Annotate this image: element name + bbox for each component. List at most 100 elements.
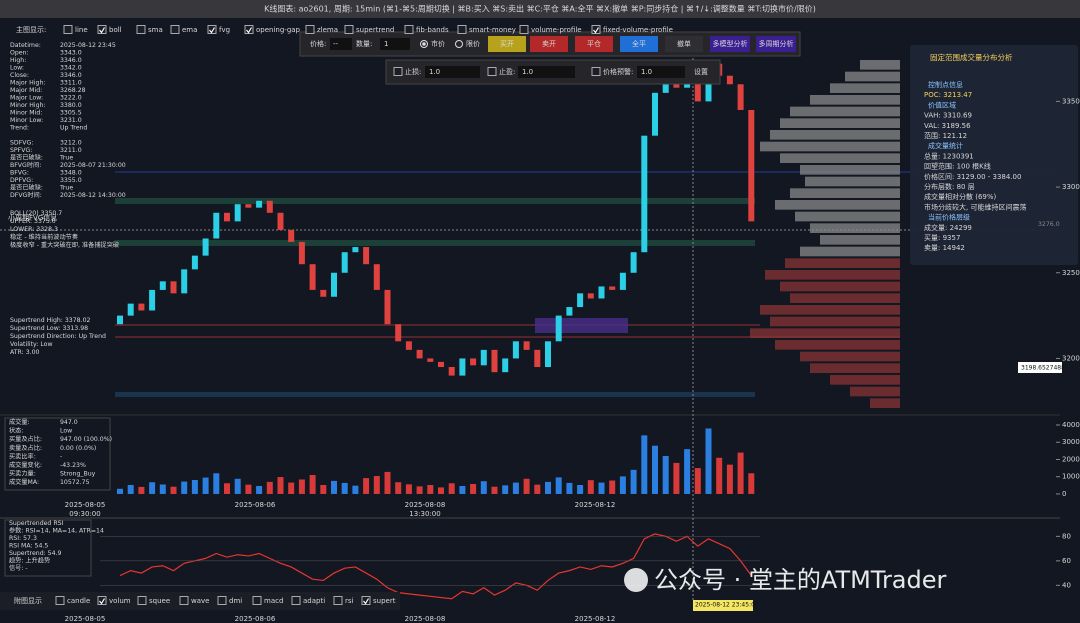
checkbox[interactable] xyxy=(207,25,217,34)
input[interactable] xyxy=(425,66,480,78)
volume-bar xyxy=(502,485,509,494)
checkbox[interactable] xyxy=(457,25,467,34)
toggle[interactable]: fvg xyxy=(219,26,230,34)
toggle[interactable]: smart-money xyxy=(469,26,516,34)
gap-zone xyxy=(115,392,755,397)
toggle[interactable]: line xyxy=(75,26,88,34)
vol-value: 947.0 xyxy=(60,419,78,426)
toggle[interactable]: wave xyxy=(191,597,209,605)
checkbox[interactable] xyxy=(333,596,343,605)
checkbox[interactable] xyxy=(63,25,73,34)
info-key: DPFVG: xyxy=(10,177,33,184)
checkbox[interactable] xyxy=(97,596,107,605)
toggle[interactable]: rsi xyxy=(345,597,354,605)
candle xyxy=(545,341,551,368)
order-button[interactable] xyxy=(488,36,526,52)
toggle[interactable]: volum xyxy=(109,597,131,605)
set-button[interactable]: 设置 xyxy=(694,67,708,76)
toggle[interactable]: candle xyxy=(67,597,90,605)
checkbox[interactable] xyxy=(136,25,146,34)
candle xyxy=(737,84,744,110)
toggle[interactable]: dmi xyxy=(229,597,242,605)
checkbox[interactable] xyxy=(519,25,529,34)
order-button[interactable] xyxy=(756,36,796,52)
toggle[interactable]: adapti xyxy=(303,597,325,605)
order-button[interactable] xyxy=(575,36,613,52)
radio[interactable] xyxy=(455,40,463,48)
order-button[interactable] xyxy=(530,36,568,52)
toggle[interactable]: supert xyxy=(373,597,396,605)
input[interactable] xyxy=(380,38,410,50)
checkbox[interactable] xyxy=(55,596,65,605)
checkbox[interactable] xyxy=(291,596,301,605)
radio[interactable] xyxy=(420,40,428,48)
market[interactable]: 市价 xyxy=(431,39,445,48)
input-value[interactable]: 1.0 xyxy=(522,68,533,76)
info-value: 3346.0 xyxy=(60,57,82,64)
info-value: 2025-08-12 23:45 xyxy=(60,42,116,49)
limit[interactable]: 限价 xyxy=(466,39,480,48)
checkbox[interactable] xyxy=(404,25,414,34)
toggle[interactable]: supertrend xyxy=(356,26,394,34)
checkbox[interactable] xyxy=(487,67,497,76)
info-key: BFVG: xyxy=(10,170,29,177)
price-input[interactable]: -- xyxy=(333,40,339,48)
y-tick-label: 3350 xyxy=(1062,97,1080,105)
checkbox[interactable] xyxy=(591,67,601,76)
toggle[interactable]: macd xyxy=(264,597,283,605)
input-value[interactable]: 1.0 xyxy=(641,68,652,76)
order-button[interactable] xyxy=(665,36,703,52)
volume-bar xyxy=(577,485,584,494)
fvg-zone xyxy=(115,240,755,246)
checkbox[interactable] xyxy=(97,25,107,34)
checkbox[interactable] xyxy=(393,67,403,76)
checkbox[interactable] xyxy=(252,596,262,605)
toggle[interactable]: ema xyxy=(182,26,197,34)
checkbox[interactable] xyxy=(344,25,354,34)
order-button-label[interactable]: 卖开 xyxy=(542,40,556,48)
input[interactable] xyxy=(330,38,352,50)
label: 数量: xyxy=(356,39,372,48)
toggle[interactable]: sma xyxy=(148,26,163,34)
x-label: 09:30:00 xyxy=(69,510,100,518)
order-button-label[interactable]: 多周期分析 xyxy=(759,39,794,48)
checkbox[interactable] xyxy=(217,596,227,605)
toggle[interactable]: squee xyxy=(149,597,170,605)
checkbox[interactable] xyxy=(244,25,254,34)
toggle[interactable]: zlema xyxy=(317,26,338,34)
input[interactable] xyxy=(518,66,575,78)
order-button[interactable] xyxy=(620,36,658,52)
toggle[interactable]: fib-bands xyxy=(416,26,449,34)
candle xyxy=(159,281,166,290)
order-button[interactable] xyxy=(710,36,750,52)
x-label: 2025-08-06 xyxy=(235,615,276,623)
candle xyxy=(224,212,230,222)
volume-bar xyxy=(288,482,295,494)
checkbox[interactable] xyxy=(305,25,315,34)
qty-input[interactable]: 1 xyxy=(384,40,388,48)
order-button-label[interactable]: 平仓 xyxy=(587,39,601,48)
checkbox[interactable] xyxy=(591,25,601,34)
info-line: ATR: 3.00 xyxy=(10,349,40,356)
checkbox[interactable] xyxy=(179,596,189,605)
order-button-label[interactable]: 撤单 xyxy=(677,39,691,48)
volume-bar xyxy=(684,449,691,494)
input-value[interactable]: 1.0 xyxy=(429,68,440,76)
vol-key: 买卖比率: xyxy=(9,452,36,460)
order-button-label[interactable]: 多模型分析 xyxy=(713,39,748,48)
toggle[interactable]: volume-profile xyxy=(531,26,582,34)
input[interactable] xyxy=(637,66,685,78)
order-button-label[interactable]: 全平 xyxy=(632,39,646,48)
wechat-icon xyxy=(624,568,648,592)
toggle[interactable]: boll xyxy=(109,26,122,34)
info-key: Major Mid: xyxy=(10,87,42,94)
checkbox[interactable] xyxy=(361,596,371,605)
panel-line: 市场分歧较大, 可能维持区间震荡 xyxy=(924,202,1026,211)
volume-bar xyxy=(491,486,498,494)
order-button-label[interactable]: 买开 xyxy=(500,40,514,48)
toggle[interactable]: opening-gap xyxy=(256,26,301,34)
checkbox[interactable] xyxy=(137,596,147,605)
toggle[interactable]: fixed-volume-profile xyxy=(603,26,673,34)
checkbox[interactable] xyxy=(170,25,180,34)
